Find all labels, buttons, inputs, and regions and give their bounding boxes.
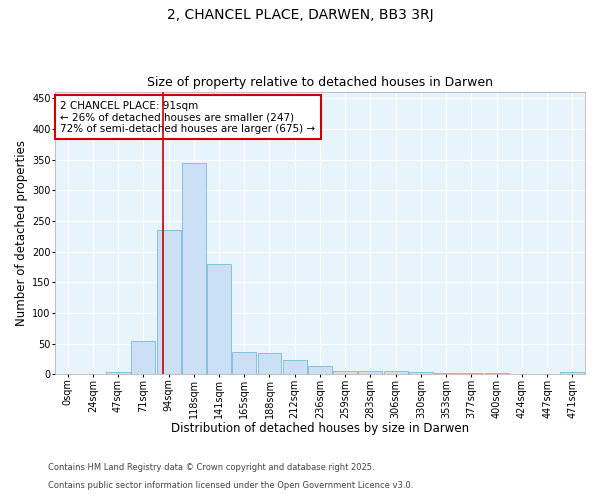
Bar [384, 370, 407, 374]
Bar [157, 230, 181, 374]
Bar [358, 371, 382, 374]
Bar [131, 340, 155, 374]
Bar [207, 264, 231, 374]
Text: Contains HM Land Registry data © Crown copyright and database right 2025.: Contains HM Land Registry data © Crown c… [48, 464, 374, 472]
Bar [283, 360, 307, 374]
Text: 2, CHANCEL PLACE, DARWEN, BB3 3RJ: 2, CHANCEL PLACE, DARWEN, BB3 3RJ [167, 8, 433, 22]
Bar [308, 366, 332, 374]
Bar [560, 372, 584, 374]
Bar [485, 373, 509, 374]
Y-axis label: Number of detached properties: Number of detached properties [15, 140, 28, 326]
Bar [333, 371, 357, 374]
Title: Size of property relative to detached houses in Darwen: Size of property relative to detached ho… [147, 76, 493, 90]
Bar [232, 352, 256, 374]
Bar [182, 162, 206, 374]
Bar [460, 373, 484, 374]
Bar [409, 372, 433, 374]
Bar [434, 373, 458, 374]
Bar [106, 372, 130, 374]
Bar [257, 353, 281, 374]
X-axis label: Distribution of detached houses by size in Darwen: Distribution of detached houses by size … [171, 422, 469, 435]
Text: 2 CHANCEL PLACE: 91sqm
← 26% of detached houses are smaller (247)
72% of semi-de: 2 CHANCEL PLACE: 91sqm ← 26% of detached… [60, 100, 316, 134]
Text: Contains public sector information licensed under the Open Government Licence v3: Contains public sector information licen… [48, 481, 413, 490]
